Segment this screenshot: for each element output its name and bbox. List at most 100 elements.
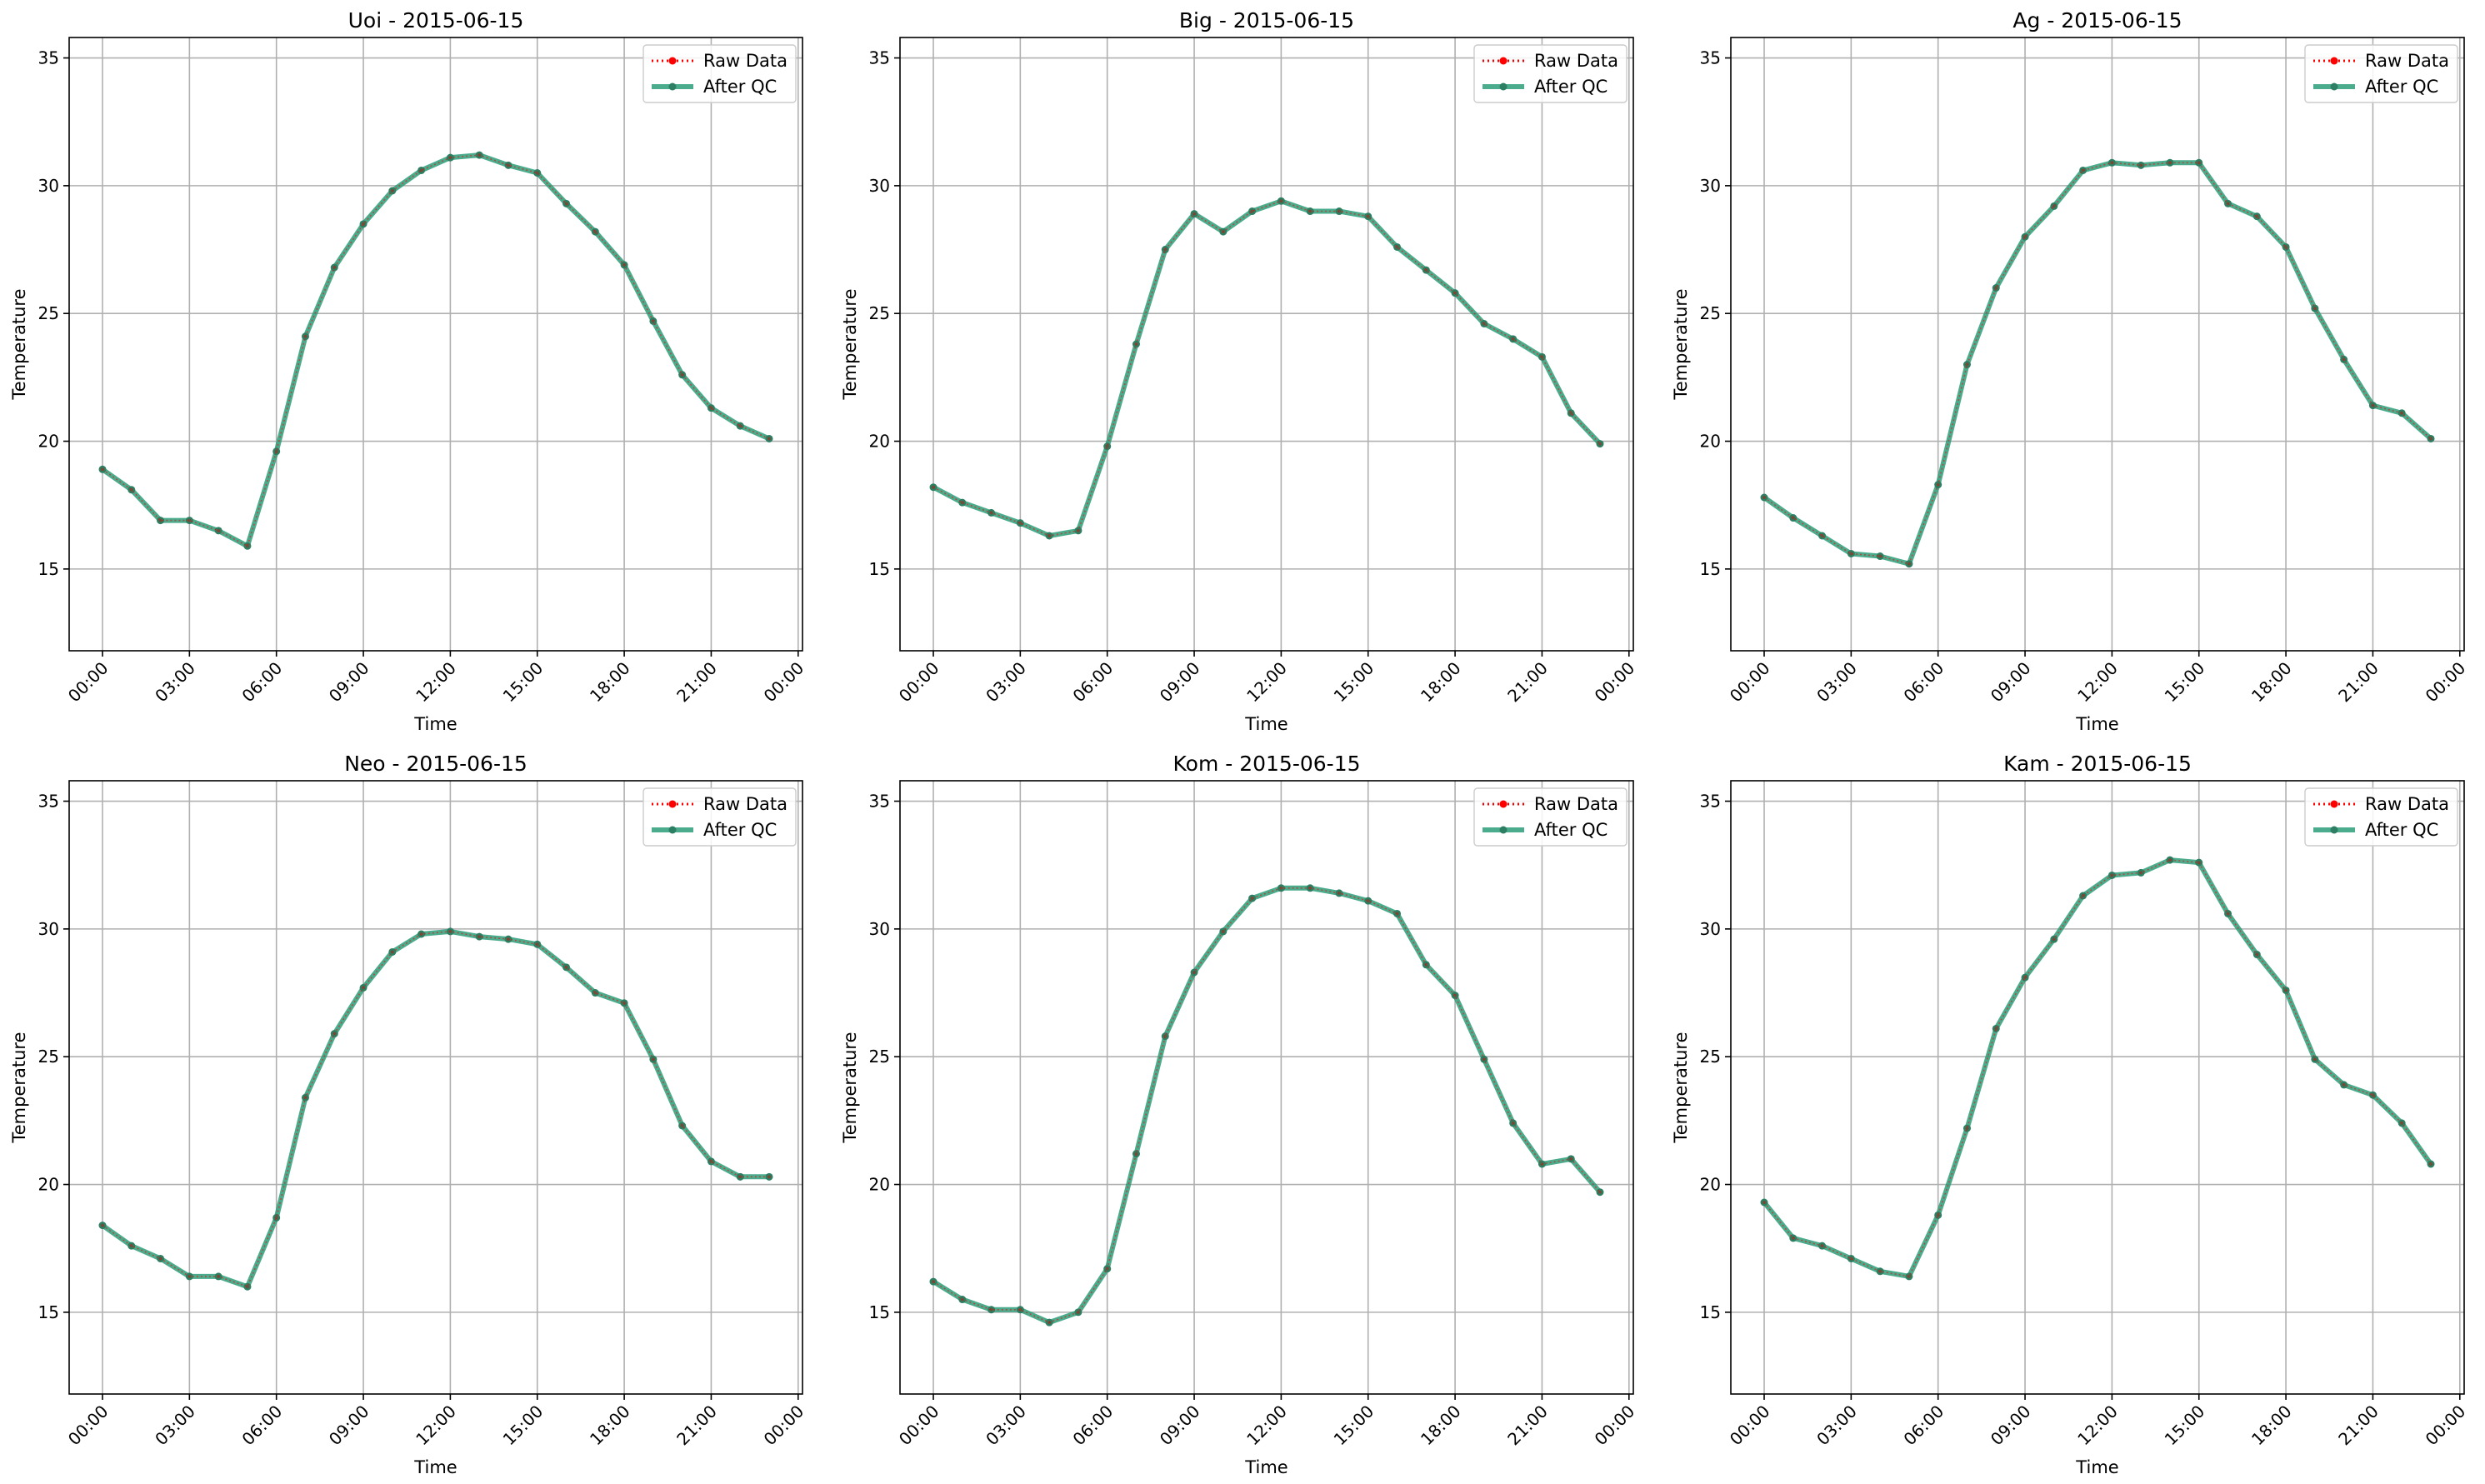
x-tick-label: 06:00 [1069,658,1118,707]
x-tick-label: 09:00 [1156,658,1204,707]
legend-qc-marker [1499,826,1508,834]
y-tick-label: 20 [38,432,59,452]
data-point-raw [1849,552,1853,556]
data-point-raw [158,518,162,522]
y-tick-label: 25 [1700,1047,1721,1067]
x-tick-label: 00:00 [760,1402,808,1450]
data-point-raw [1424,962,1428,967]
x-tick-label: 21:00 [1503,658,1552,707]
y-tick-label: 25 [38,1047,59,1067]
subplot-5: 15 20 25 30 35 00:00 03:00 06:00 09:00 12:00 15:00… [840,752,1638,1477]
legend: Raw Data After QC [1473,44,1628,103]
data-point-raw [651,1057,655,1062]
y-axis-label: Temperature [1671,288,1691,400]
y-tick-label: 20 [38,1175,59,1195]
data-point-raw [1134,1152,1138,1156]
y-tick-label: 35 [869,792,890,812]
data-point-raw [2255,214,2259,218]
data-point-raw [1820,1244,1824,1248]
data-point-raw [1308,209,1312,213]
data-point-raw [419,168,423,172]
legend-label-raw: Raw Data [1534,794,1618,814]
series-line-after-qc [101,928,769,1290]
legend-label-qc: After QC [703,77,777,97]
y-tick-label: 30 [869,919,890,939]
data-point-raw [332,266,337,269]
data-point-raw [564,202,568,206]
data-point-raw [1878,1269,1882,1273]
legend-raw-marker [668,800,677,808]
data-point-raw [2110,161,2114,165]
x-tick-label: 00:00 [1726,1402,1774,1450]
data-point-raw [680,372,684,377]
data-point-raw [1424,268,1428,272]
subplot-1: 15 20 25 30 35 00:00 03:00 06:00 09:00 12:00 15:00… [9,8,808,734]
y-axis-label: Temperature [840,288,860,400]
data-point-raw [332,1032,337,1036]
data-point-raw [2342,357,2346,362]
data-point-raw [2052,204,2056,208]
data-point-raw [1048,534,1052,537]
x-tick-label: 00:00 [2422,1402,2470,1450]
x-tick-label: 21:00 [2334,1402,2382,1450]
x-tick-label: 18:00 [2248,658,2296,707]
legend: Raw Data After QC [642,787,797,847]
data-point-raw [1366,899,1370,903]
data-point-raw [101,467,104,472]
data-point-raw [1878,554,1882,558]
data-point-raw [535,942,539,947]
y-tick-label: 15 [38,559,59,579]
series-line-after-qc [101,152,771,549]
data-point-raw [1791,516,1795,520]
data-point-raw [768,437,771,441]
x-axis-label: Time [1244,1457,1288,1477]
x-tick-label: 12:00 [1242,658,1291,707]
y-tick-label: 20 [869,432,890,452]
subplot-6: 15 20 25 30 35 00:00 03:00 06:00 09:00 12:00 15:00… [1671,752,2469,1477]
data-point-raw [2081,168,2085,172]
data-point-raw [1482,322,1486,326]
data-point-raw [2139,871,2143,875]
data-point-raw [2168,858,2172,862]
data-point-raw [506,937,510,942]
x-tick-label: 09:00 [1987,1402,2035,1450]
y-tick-label: 20 [1700,1175,1721,1195]
data-point-raw [1048,1321,1052,1325]
data-point-raw [2139,163,2143,167]
data-point-raw [2429,437,2432,441]
axes-frame [68,37,803,652]
y-tick-label: 30 [869,176,890,196]
axes-frame [899,37,1634,652]
series-line-raw [1763,162,2432,565]
x-tick-label: 03:00 [151,658,199,707]
data-point-raw [274,449,278,453]
data-point-raw [2197,161,2201,165]
x-tick-label: 00:00 [64,1402,112,1450]
legend-label-qc: After QC [2365,77,2438,97]
data-point-raw [362,222,366,226]
x-tick-label: 21:00 [672,1402,721,1450]
data-point-raw [1279,199,1283,203]
data-point-raw [593,230,598,234]
x-tick-label: 15:00 [499,1402,548,1450]
data-point-raw [1791,1236,1795,1240]
series-line-raw [932,887,1601,1323]
y-tick-label: 20 [1700,432,1721,452]
legend-label-qc: After QC [1534,77,1608,97]
legend-label-raw: Raw Data [2365,51,2449,71]
data-point-raw [129,1244,133,1248]
data-point-raw [2312,1057,2317,1062]
data-point-raw [1192,212,1197,216]
legend-qc-marker [2330,82,2338,91]
data-point-raw [1569,1157,1573,1161]
series-line-raw [932,200,1601,537]
data-point-raw [960,1297,964,1302]
y-tick-label: 35 [1700,792,1721,812]
x-tick-label: 06:00 [238,1402,287,1450]
data-point-raw [1994,1027,1998,1031]
data-point-raw [651,319,655,323]
data-point-raw [2400,1121,2404,1125]
data-point-raw [390,950,394,954]
y-tick-label: 30 [38,176,59,196]
data-point-raw [101,1223,104,1227]
